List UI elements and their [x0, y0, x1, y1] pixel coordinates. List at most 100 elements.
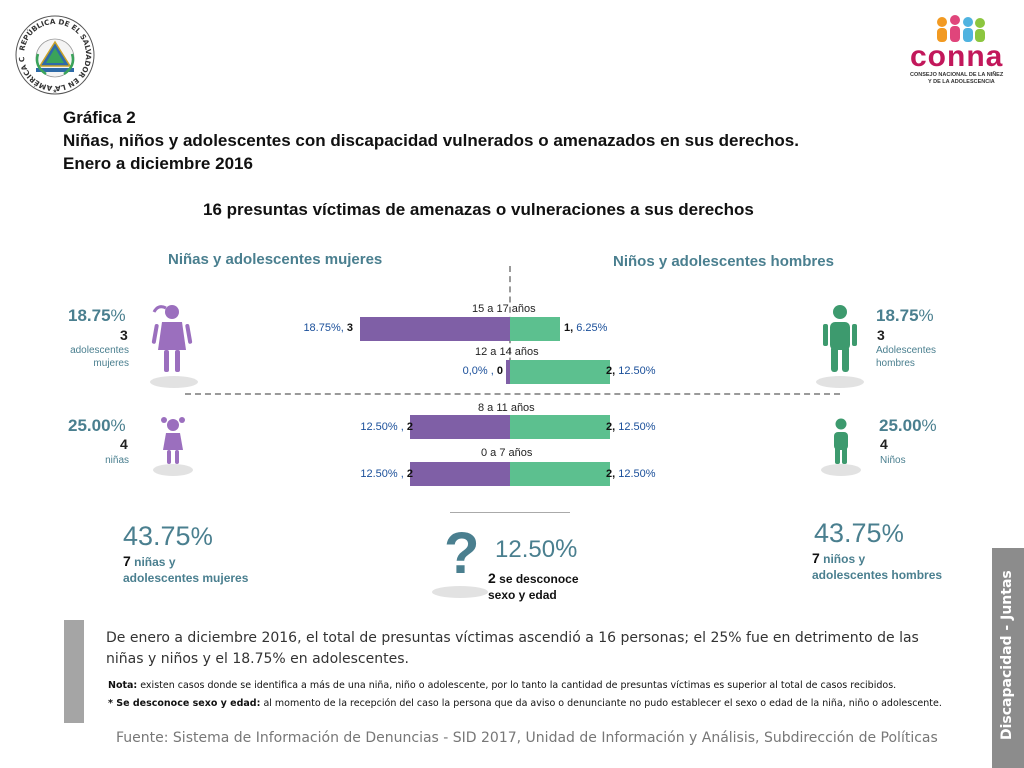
male-bar-3 [510, 462, 610, 486]
label-line: sexo y edad [488, 588, 557, 602]
male-child-count: 4 [880, 436, 888, 452]
male-bar-1 [510, 360, 610, 384]
bar-label-left-count: 0 [496, 365, 503, 377]
bar-label-left-count: 2 [406, 421, 413, 433]
female-teen-count: 3 [120, 327, 128, 343]
svg-text:★: ★ [52, 88, 57, 95]
bar-label-right-count: 2, [606, 365, 616, 377]
conna-logo-subtitle-1: CONSEJO NACIONAL DE LA NIÑEZ [910, 72, 1004, 78]
conna-logo-subtitle-2: Y DE LA ADOLESCENCIA [928, 79, 995, 85]
bar-label-right-pct: 12.50% [618, 365, 656, 377]
conna-figures-icon [937, 15, 985, 42]
count: 7 [123, 553, 131, 569]
bar-label-left-count: 2 [406, 468, 413, 480]
male-total-label: 7 niños y adolescentes hombres [812, 550, 942, 583]
value: 43.75 [814, 518, 882, 548]
bar-label-right-2: 2, 12.50% [606, 421, 656, 433]
bar-label-left-count: 3 [346, 322, 353, 334]
age-label-15-17: 15 a 17 años [472, 303, 536, 315]
male-bar-0 [510, 317, 560, 341]
count: 7 [812, 550, 820, 566]
side-tab: Discapacidad - Juntas [992, 548, 1024, 768]
female-teen-label: adolescentes mujeres [68, 344, 129, 370]
question-mark-icon [432, 586, 488, 598]
chart-period: Enero a diciembre 2016 [63, 154, 253, 173]
chart-title: Niñas, niños y adolescentes con discapac… [63, 131, 799, 150]
bar-label-left-pct: 12.50% , [360, 468, 404, 480]
value: 43.75 [123, 521, 191, 551]
boy-teen-figure-icon [816, 305, 864, 388]
bar-label-right-count: 2, [606, 421, 616, 433]
bar-label-right-1: 2, 12.50% [606, 365, 656, 377]
unknown-note-line: * Se desconoce sexo y edad: al momento d… [108, 697, 942, 710]
lower-divider [450, 512, 570, 513]
male-teen-percent: 18.75% [876, 306, 934, 326]
count: 2 [488, 570, 496, 586]
unknown-note-label: * Se desconoce sexo y edad: [108, 698, 261, 709]
label-line: niñas y [134, 555, 176, 569]
bar-label-right-pct: 12.50% [618, 421, 656, 433]
female-child-label: niñas [105, 455, 129, 466]
bar-label-right-0: 1, 6.25% [564, 322, 607, 334]
value: 25.00 [68, 416, 111, 435]
male-child-percent: 25.00% [879, 416, 937, 436]
female-child-percent: 25.00% [68, 416, 126, 436]
female-teen-percent: 18.75% [68, 306, 126, 326]
bar-label-right-count: 2, [606, 468, 616, 480]
male-child-label: Niños [880, 455, 906, 466]
percent-sign: % [921, 416, 937, 435]
percent-sign: % [881, 520, 904, 548]
percent-sign: % [190, 523, 213, 551]
quote-bar [64, 620, 84, 723]
male-bar-2 [510, 415, 610, 439]
female-heading: Niñas y adolescentes mujeres [168, 251, 383, 268]
percent-sign: % [110, 416, 126, 435]
unknown-note-text: al momento de la recepción del caso la p… [260, 698, 942, 709]
chart-number: Gráfica 2 [63, 108, 136, 127]
girl-child-figure-icon [153, 417, 193, 476]
conna-logo-text: conna [910, 40, 1004, 73]
value: 25.00 [879, 416, 922, 435]
bar-label-left-0: 18.75%, 3 [303, 322, 353, 334]
bar-label-right-3: 2, 12.50% [606, 468, 656, 480]
label-line: mujeres [93, 358, 129, 369]
age-label-12-14: 12 a 14 años [475, 346, 539, 358]
horizontal-divider [185, 393, 840, 395]
unknown-label: 2 se desconoce sexo y edad [488, 570, 579, 603]
male-total-percent: 43.75% [814, 518, 904, 549]
side-tab-label: Discapacidad - Juntas [999, 570, 1015, 740]
bar-label-left-1: 0,0% , 0 [463, 365, 503, 377]
source-line: Fuente: Sistema de Información de Denunc… [116, 730, 938, 746]
label-line: hombres [876, 358, 915, 369]
percent-sign: % [918, 306, 934, 325]
note-label: Nota: [108, 680, 138, 691]
male-teen-count: 3 [877, 327, 885, 343]
female-total-label: 7 niñas y adolescentes mujeres [123, 553, 248, 586]
percent-sign: % [555, 535, 578, 563]
value: 12.50 [495, 536, 556, 563]
note-text: existen casos donde se identifica a más … [137, 680, 897, 691]
male-heading: Niños y adolescentes hombres [613, 253, 834, 270]
crest-logo: REPÚBLICA DE EL SALVADOR EN LA AMÉRICA C… [11, 7, 96, 96]
bar-label-left-pct: 0,0% , [462, 365, 494, 377]
female-bar-1 [506, 360, 510, 384]
girl-teen-figure-icon [150, 305, 198, 388]
bar-label-left-2: 12.50% , 2 [360, 421, 413, 433]
unknown-percent: 12.50% [495, 535, 577, 564]
age-label-0-7: 0 a 7 años [481, 447, 533, 459]
note-line: Nota: existen casos donde se identifica … [108, 679, 896, 692]
summary-paragraph: De enero a diciembre 2016, el total de p… [106, 630, 919, 667]
boy-child-figure-icon [821, 418, 861, 476]
percent-sign: % [110, 306, 126, 325]
label-line: se desconoce [499, 572, 579, 586]
label-line: adolescentes hombres [812, 568, 943, 582]
conna-logo: conna CONSEJO NACIONAL DE LA NIÑEZ Y DE … [906, 14, 1012, 90]
question-mark-glyph: ? [444, 521, 480, 586]
chart-subtitle: 16 presuntas víctimas de amenazas o vuln… [203, 200, 754, 219]
bar-label-left-pct: 12.50% , [360, 421, 404, 433]
age-label-8-11: 8 a 11 años [478, 402, 535, 414]
value: 18.75 [68, 306, 111, 325]
female-total-percent: 43.75% [123, 521, 213, 552]
bar-label-left-3: 12.50% , 2 [360, 468, 413, 480]
